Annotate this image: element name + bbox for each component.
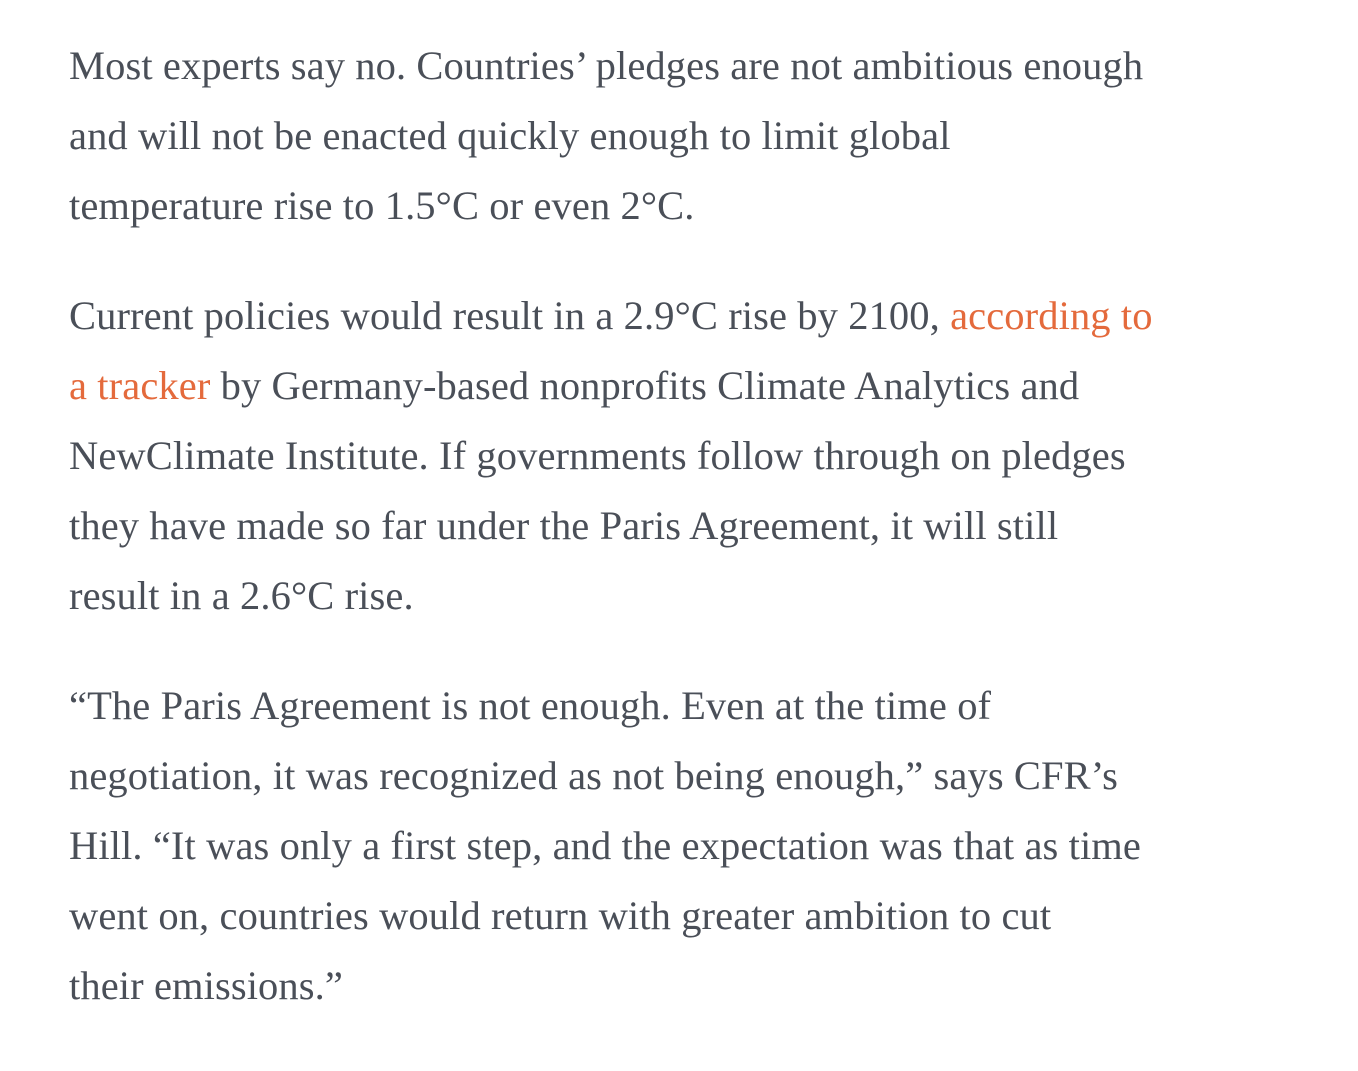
- text-line: Hill. “It was only a first step, and the…: [69, 823, 1141, 868]
- text-line: “The Paris Agreement is not enough. Even…: [69, 683, 992, 728]
- text-segment: Current policies would result in a 2.9°C…: [69, 293, 951, 338]
- paragraph-pledges: Most experts say no. Countries’ pledges …: [69, 31, 1269, 241]
- text-line: and will not be enacted quickly enough t…: [69, 113, 951, 158]
- paragraph-current-policies: Current policies would result in a 2.9°C…: [69, 281, 1269, 631]
- text-line: Current policies would result in a 2.9°C…: [69, 281, 1269, 351]
- tracker-link-continued[interactable]: a tracker: [69, 363, 211, 408]
- text-line: went on, countries would return with gre…: [69, 893, 1052, 938]
- text-line: temperature rise to 1.5°C or even 2°C.: [69, 183, 695, 228]
- text-line: Most experts say no. Countries’ pledges …: [69, 43, 1144, 88]
- paragraph-quote: “The Paris Agreement is not enough. Even…: [69, 671, 1269, 1021]
- text-line: they have made so far under the Paris Ag…: [69, 503, 1059, 548]
- article-body: Most experts say no. Countries’ pledges …: [69, 31, 1269, 1021]
- text-line: NewClimate Institute. If governments fol…: [69, 433, 1126, 478]
- text-segment: by Germany-based nonprofits Climate Anal…: [210, 363, 1080, 408]
- text-line: a tracker by Germany-based nonprofits Cl…: [69, 351, 1269, 421]
- text-line: negotiation, it was recognized as not be…: [69, 753, 1118, 798]
- text-line: result in a 2.6°C rise.: [69, 573, 414, 618]
- text-line: their emissions.”: [69, 963, 343, 1008]
- tracker-link[interactable]: according to: [950, 293, 1153, 338]
